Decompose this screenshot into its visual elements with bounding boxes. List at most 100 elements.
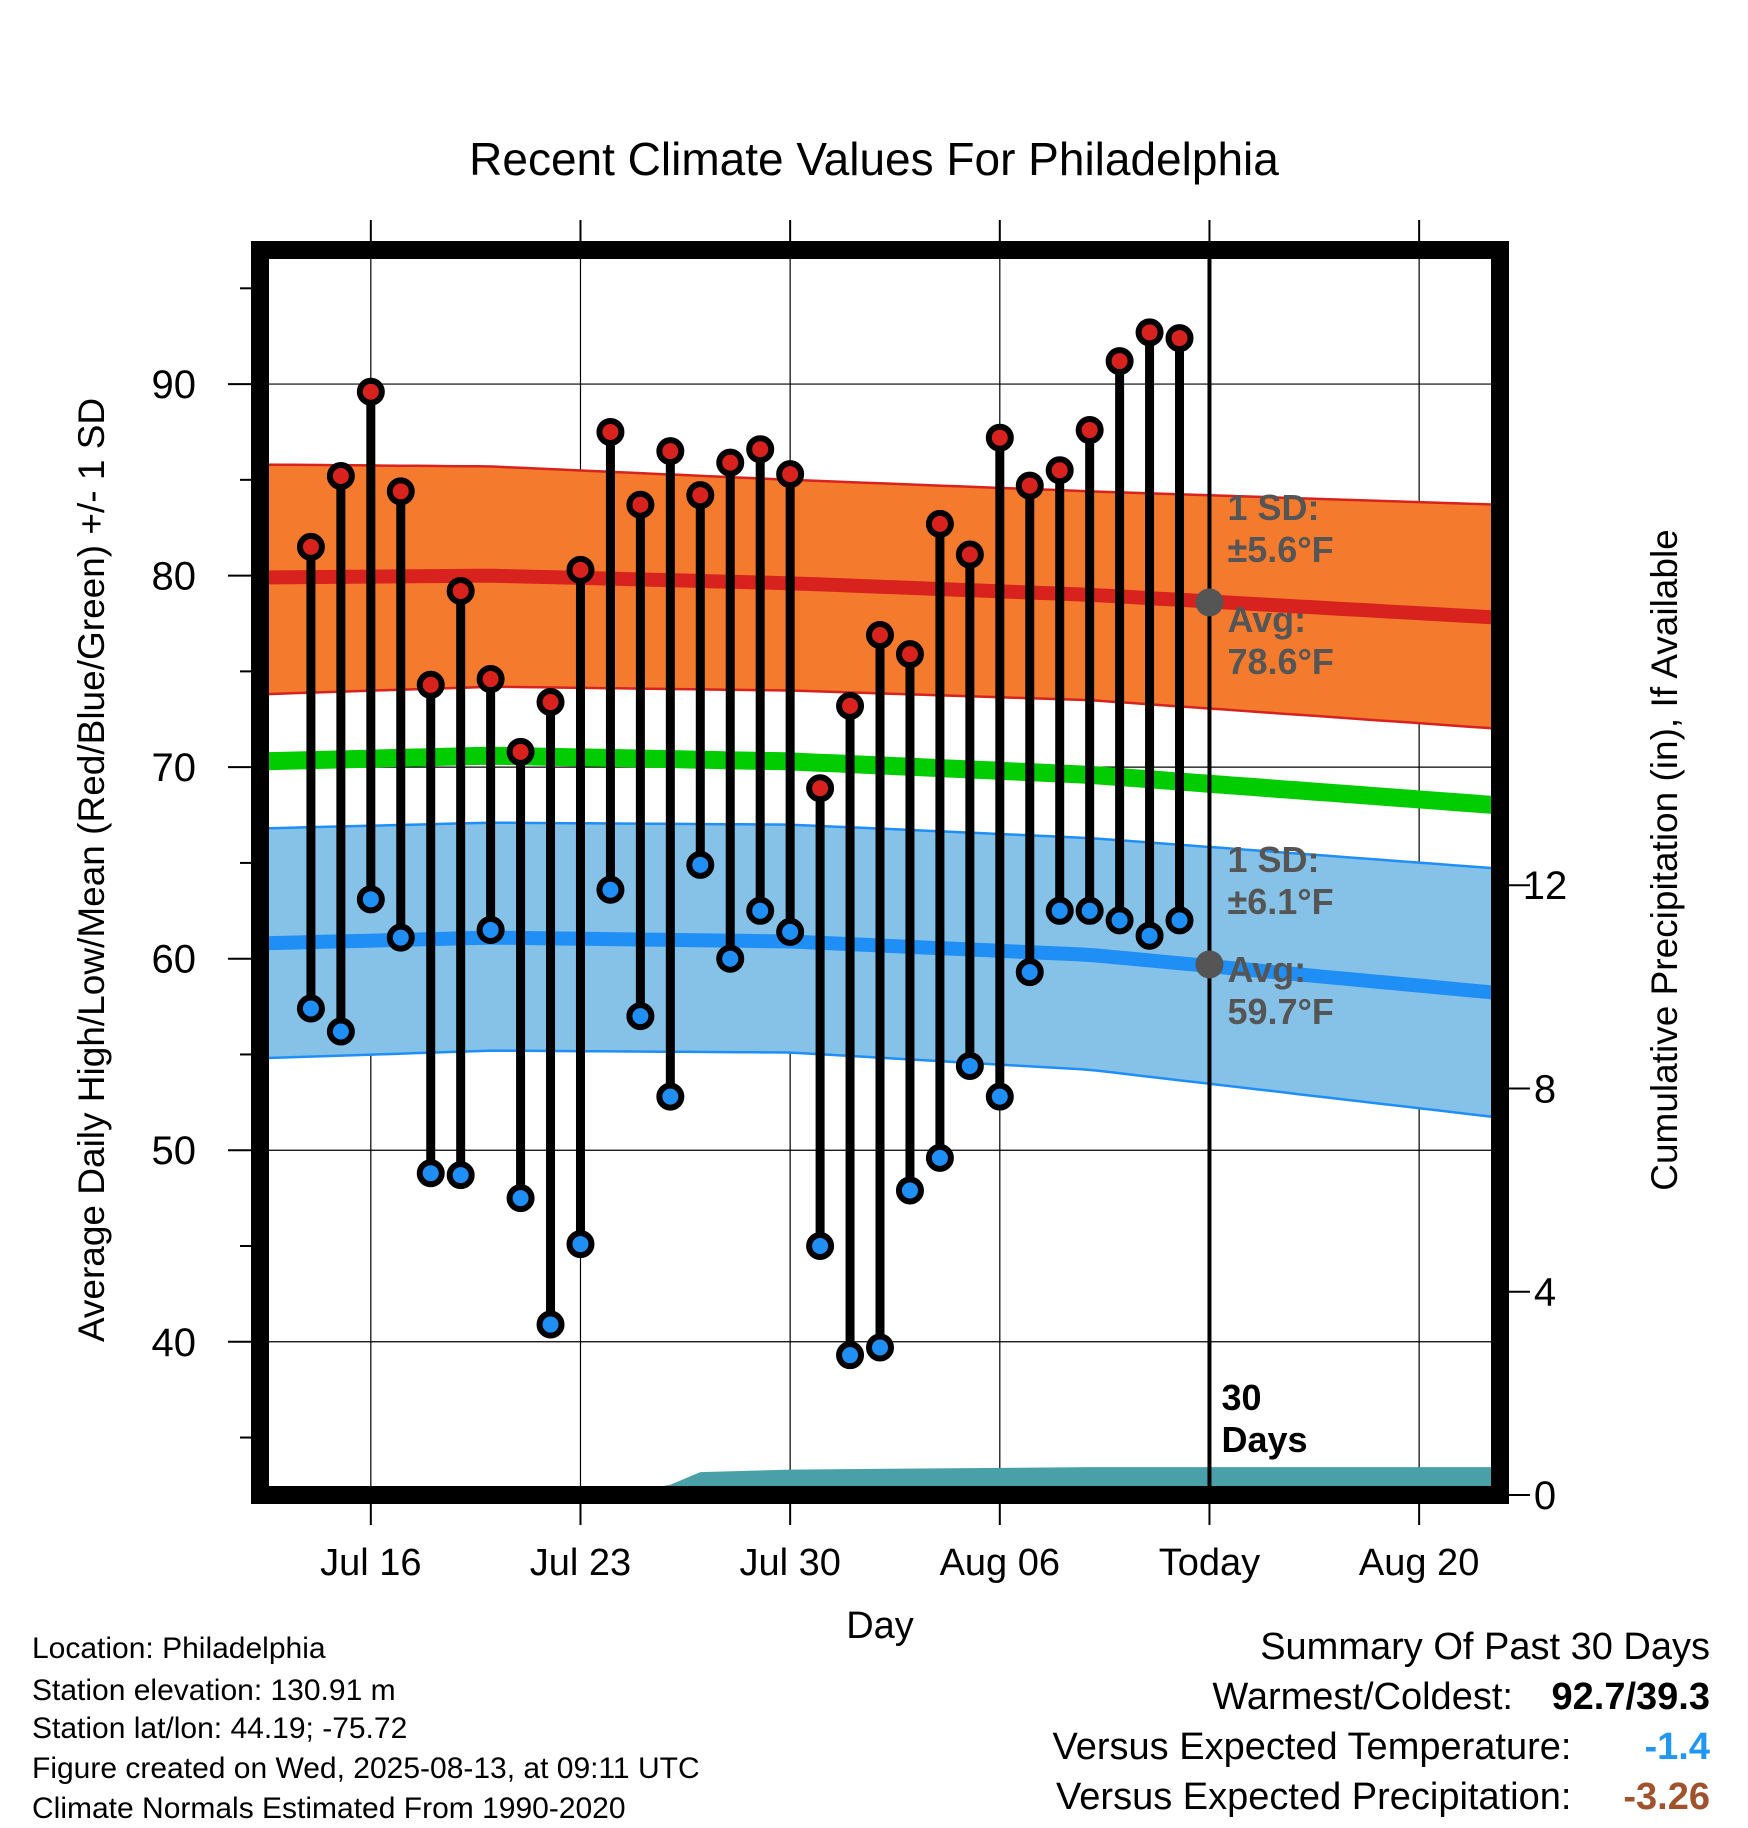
x-tick-label: Aug 20 bbox=[1359, 1542, 1479, 1584]
daily-low-dot bbox=[1045, 896, 1074, 925]
latlon-text: Station lat/lon: 44.19; -75.72 bbox=[32, 1712, 408, 1745]
daily-low-dot bbox=[746, 896, 775, 925]
daily-high-dot bbox=[356, 377, 385, 406]
today-high-avg-marker bbox=[1195, 588, 1224, 617]
daily-low-dot bbox=[1015, 958, 1044, 987]
daily-high-dot bbox=[836, 691, 865, 720]
precip-label: Versus Expected Precipitation: bbox=[1056, 1776, 1572, 1818]
chart-title: Recent Climate Values For Philadelphia bbox=[469, 133, 1279, 185]
daily-low-dot bbox=[895, 1176, 924, 1205]
x-tick-label: Jul 16 bbox=[320, 1542, 421, 1584]
low-avg-label: Avg: bbox=[1227, 949, 1306, 990]
y-right-tick-label: 12 bbox=[1523, 864, 1568, 908]
daily-low-dot bbox=[356, 885, 385, 914]
daily-high-dot bbox=[386, 477, 415, 506]
daily-high-dot bbox=[746, 435, 775, 464]
daily-high-dot bbox=[776, 460, 805, 489]
daily-high-dot bbox=[925, 509, 954, 538]
high-normal-line bbox=[259, 568, 1501, 625]
daily-low-dot bbox=[656, 1082, 685, 1111]
temp-label: Versus Expected Temperature: bbox=[1052, 1726, 1572, 1768]
daily-low-dot bbox=[1105, 906, 1134, 935]
daily-high-dot bbox=[596, 417, 625, 446]
y-tick-label: 90 bbox=[152, 363, 197, 407]
normals-text: Climate Normals Estimated From 1990-2020 bbox=[32, 1792, 626, 1825]
daily-low-dot bbox=[566, 1230, 595, 1259]
daily-high-dot bbox=[955, 540, 984, 569]
daily-high-dot bbox=[1075, 416, 1104, 445]
y-tick-label: 40 bbox=[152, 1321, 197, 1365]
daily-high-dot bbox=[806, 774, 835, 803]
x-tick-label: Jul 30 bbox=[739, 1542, 840, 1584]
annotations: 1 SD: ±5.6°F Avg: 78.6°F 1 SD: ±6.1°F Av… bbox=[1221, 487, 1333, 1460]
daily-high-dot bbox=[686, 481, 715, 510]
daily-low-dot bbox=[985, 1082, 1014, 1111]
temp-value: -1.4 bbox=[1644, 1726, 1710, 1768]
days-word-label: Days bbox=[1221, 1419, 1307, 1460]
daily-low-dot bbox=[536, 1310, 565, 1339]
daily-high-dot bbox=[326, 462, 355, 491]
x-axis-label: Day bbox=[846, 1605, 914, 1647]
daily-high-dot bbox=[716, 448, 745, 477]
summary-title: Summary Of Past 30 Days bbox=[1260, 1626, 1710, 1668]
daily-low-dot bbox=[386, 923, 415, 952]
axes: Jul 16 Jul 23 Jul 30 Aug 06 Today Aug 2040506… bbox=[152, 220, 1568, 1584]
daily-high-dot bbox=[1015, 471, 1044, 500]
daily-high-dot bbox=[1135, 318, 1164, 347]
y-tick-label: 70 bbox=[152, 746, 197, 790]
low-avg-value: 59.7°F bbox=[1227, 991, 1333, 1032]
daily-low-dot bbox=[326, 1017, 355, 1046]
daily-low-dot bbox=[596, 875, 625, 904]
daily-high-dot bbox=[1165, 324, 1194, 353]
daily-low-dot bbox=[1075, 896, 1104, 925]
daily-low-dot bbox=[806, 1232, 835, 1260]
y-axis-label-left: Average Daily High/Low/Mean (Red/Blue/Gr… bbox=[71, 398, 112, 1342]
daily-low-dot bbox=[836, 1341, 865, 1370]
warm-cold-label: Warmest/Coldest: bbox=[1212, 1676, 1513, 1718]
daily-high-dot bbox=[446, 576, 475, 605]
daily-high-dot bbox=[1045, 456, 1074, 485]
daily-low-dot bbox=[866, 1333, 894, 1362]
daily-high-dot bbox=[985, 423, 1014, 452]
high-sd-value: ±5.6°F bbox=[1227, 529, 1333, 570]
precip-value: -3.26 bbox=[1623, 1776, 1710, 1818]
daily-high-dot bbox=[895, 640, 924, 669]
daily-high-dot bbox=[296, 532, 325, 561]
x-tick-label: Jul 23 bbox=[530, 1542, 631, 1584]
daily-stems bbox=[306, 332, 1185, 1356]
daily-low-dot bbox=[506, 1184, 535, 1213]
y-axis-label-right: Cumulative Precipitation (in), If Availa… bbox=[1644, 529, 1685, 1191]
high-sd-band-upper-edge bbox=[259, 463, 1501, 506]
summary-precip: Versus Expected Precipitation: -3.26 bbox=[1056, 1776, 1710, 1819]
daily-high-dot bbox=[626, 490, 655, 519]
location-text: Location: Philadelphia bbox=[32, 1632, 326, 1665]
daily-low-dot bbox=[1135, 921, 1164, 950]
y-right-tick-label: 8 bbox=[1534, 1067, 1556, 1111]
high-sd-band bbox=[260, 464, 1500, 729]
daily-high-dot bbox=[476, 665, 505, 694]
warm-cold-value: 92.7/39.3 bbox=[1551, 1676, 1710, 1718]
daily-low-dot bbox=[476, 915, 505, 944]
daily-low-dot bbox=[1165, 906, 1194, 935]
daily-low-dot bbox=[716, 944, 745, 973]
high-avg-label: Avg: bbox=[1227, 599, 1306, 640]
low-sd-label: 1 SD: bbox=[1227, 839, 1319, 880]
y-tick-label: 80 bbox=[152, 555, 197, 599]
high-avg-value: 78.6°F bbox=[1227, 641, 1333, 682]
daily-high-dot bbox=[866, 620, 894, 649]
y-tick-label: 50 bbox=[152, 1129, 197, 1173]
daily-high-dot bbox=[656, 437, 685, 466]
created-text: Figure created on Wed, 2025-08-13, at 09… bbox=[32, 1752, 700, 1785]
daily-dots bbox=[296, 318, 1224, 1370]
daily-low-dot bbox=[686, 850, 715, 879]
y-right-tick-label: 0 bbox=[1534, 1474, 1556, 1518]
summary-warm-cold: Warmest/Coldest: 92.7/39.3 bbox=[1212, 1676, 1710, 1719]
daily-high-dot bbox=[536, 688, 565, 717]
daily-low-dot bbox=[446, 1161, 475, 1190]
daily-low-dot bbox=[955, 1051, 984, 1080]
daily-low-dot bbox=[416, 1159, 445, 1188]
daily-low-dot bbox=[925, 1143, 954, 1172]
daily-high-dot bbox=[416, 670, 445, 699]
y-right-tick-label: 4 bbox=[1534, 1271, 1556, 1315]
